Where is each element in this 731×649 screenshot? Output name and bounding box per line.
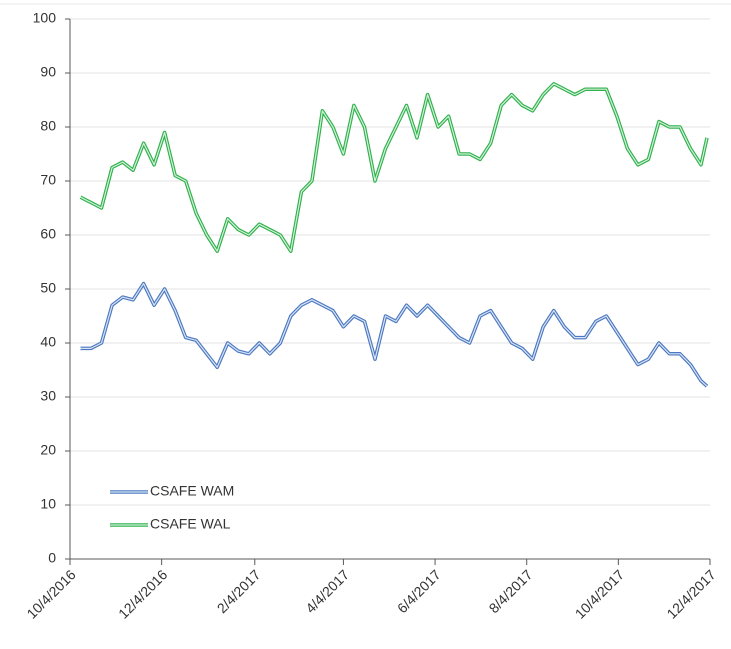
y-tick-label: 20 [40,442,56,458]
series-line [79,82,709,253]
x-tick-label: 4/4/2017 [302,566,352,616]
y-tick-label: 40 [40,334,56,350]
x-tick-label: 10/4/2017 [572,566,628,622]
legend-label: CSAFE WAL [150,516,231,532]
series-line-inner [80,83,708,252]
y-tick-label: 70 [40,172,56,188]
series-line [80,281,709,388]
y-tick-label: 10 [40,496,56,512]
y-tick-label: 50 [40,280,56,296]
legend-label: CSAFE WAM [150,483,234,499]
x-tick-label: 12/4/2016 [115,566,171,622]
y-tick-label: 30 [40,388,56,404]
y-tick-label: 100 [33,10,57,26]
y-tick-label: 0 [48,550,56,566]
series-line-inner [80,283,708,387]
y-tick-label: 60 [40,226,56,242]
x-tick-label: 2/4/2017 [214,566,264,616]
y-tick-label: 80 [40,118,56,134]
x-tick-label: 12/4/2017 [663,566,719,622]
x-tick-label: 6/4/2017 [394,566,444,616]
x-tick-label: 8/4/2017 [486,566,536,616]
x-tick-label: 10/4/2016 [23,566,79,622]
y-tick-label: 90 [40,64,56,80]
